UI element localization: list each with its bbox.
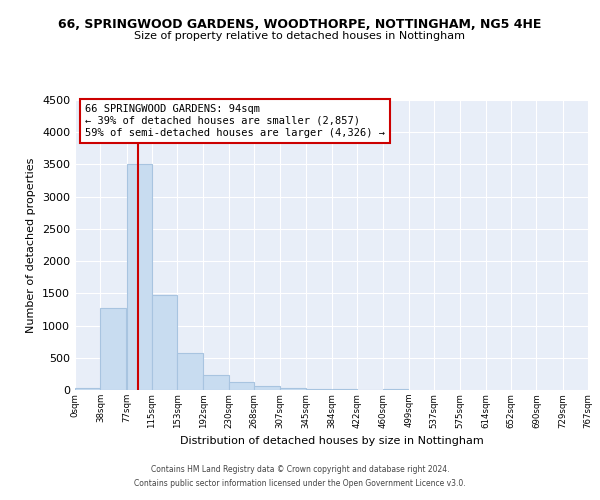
Bar	[203, 374, 229, 390]
Bar	[383, 388, 408, 390]
Text: Size of property relative to detached houses in Nottingham: Size of property relative to detached ho…	[134, 31, 466, 41]
X-axis label: Distribution of detached houses by size in Nottingham: Distribution of detached houses by size …	[179, 436, 484, 446]
Bar	[254, 386, 280, 390]
Bar	[127, 164, 152, 390]
Bar	[152, 294, 178, 390]
Text: 66 SPRINGWOOD GARDENS: 94sqm
← 39% of detached houses are smaller (2,857)
59% of: 66 SPRINGWOOD GARDENS: 94sqm ← 39% of de…	[85, 104, 385, 138]
Text: Contains HM Land Registry data © Crown copyright and database right 2024.
Contai: Contains HM Land Registry data © Crown c…	[134, 466, 466, 487]
Bar	[100, 308, 126, 390]
Bar	[75, 388, 100, 390]
Bar	[306, 389, 331, 390]
Bar	[229, 382, 254, 390]
Bar	[178, 353, 203, 390]
Y-axis label: Number of detached properties: Number of detached properties	[26, 158, 37, 332]
Bar	[280, 388, 306, 390]
Text: 66, SPRINGWOOD GARDENS, WOODTHORPE, NOTTINGHAM, NG5 4HE: 66, SPRINGWOOD GARDENS, WOODTHORPE, NOTT…	[58, 18, 542, 30]
